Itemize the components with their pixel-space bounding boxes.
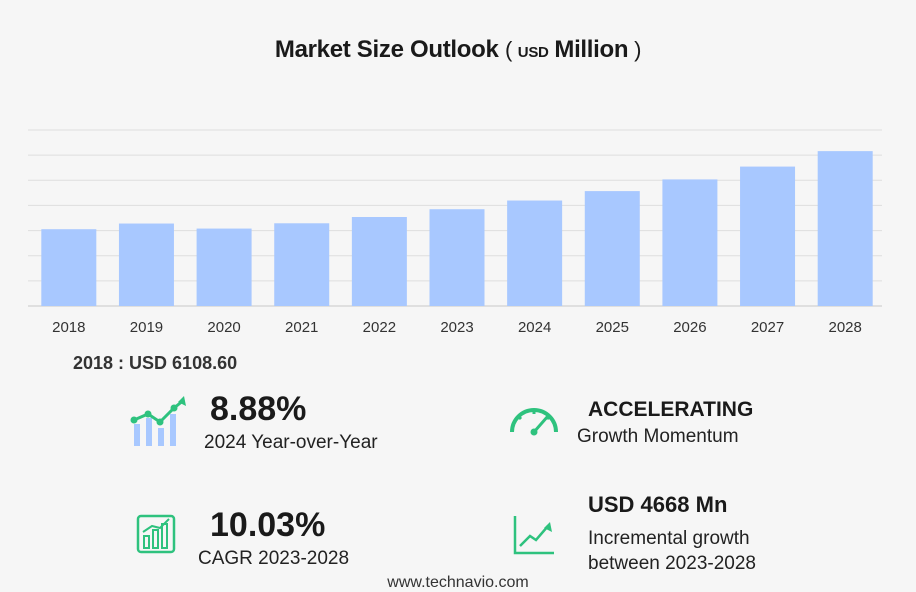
chart-title: Market Size Outlook ( USD Million ): [0, 36, 916, 64]
speedometer-icon: [510, 408, 558, 436]
bar-2028: [817, 151, 873, 306]
cagr-label: CAGR 2023-2028: [198, 548, 350, 569]
x-tick-label-2023: 2023: [440, 319, 473, 336]
bar-2026: [662, 179, 718, 306]
unit-label: ( USD Million ): [504, 36, 642, 63]
yoy-label-wrap: 2024 Year-over-Year: [204, 432, 378, 454]
incremental-label-wrap: Incremental growth between 2023-2028: [588, 526, 756, 576]
x-tick-label-2028: 2028: [828, 319, 861, 336]
bar-2024: [507, 200, 563, 306]
momentum-stat: ACCELERATING: [588, 398, 753, 422]
x-tick-label-2027: 2027: [751, 319, 784, 336]
unit-scale: Million: [554, 36, 629, 63]
bar-2019: [118, 223, 174, 306]
bar-2020: [196, 228, 252, 306]
base-year-value: 2018 : USD 6108.60: [73, 353, 238, 373]
unit-currency: USD: [517, 44, 549, 61]
yoy-value: 8.88%: [210, 390, 307, 428]
x-tick-label-2020: 2020: [207, 319, 240, 336]
incremental-value: USD 4668 Mn: [588, 492, 728, 517]
yoy-label: 2024 Year-over-Year: [204, 432, 378, 453]
incremental-label-line2: between 2023-2028: [588, 553, 756, 574]
incremental-label-line1: Incremental growth: [588, 528, 750, 549]
bar-2027: [740, 166, 796, 306]
momentum-label: Growth Momentum: [577, 426, 739, 447]
bar-2022: [351, 216, 407, 306]
bar-chart-icon: [136, 514, 176, 554]
cagr-stat: 10.03%: [210, 508, 325, 542]
cagr-value: 10.03%: [210, 506, 326, 544]
unit-close: ): [634, 37, 642, 62]
x-tick-label-2024: 2024: [518, 319, 551, 336]
yoy-stat: 8.88%: [210, 392, 306, 426]
market-size-bar-chart: 2018 2019 2020 2021 2022 2023 2024 2025 2026 2027…: [28, 129, 882, 336]
source-footer: www.technavio.com: [387, 574, 529, 591]
x-tick-label-2025: 2025: [596, 319, 629, 336]
title-text: Market Size Outlook: [274, 36, 499, 63]
bar-2023: [429, 209, 485, 306]
bar-2021: [274, 223, 330, 306]
x-tick-label-2026: 2026: [673, 319, 706, 336]
cagr-label-wrap: CAGR 2023-2028: [198, 548, 349, 570]
trend-line-icon: [513, 516, 554, 555]
incremental-stat: USD 4668 Mn: [588, 492, 727, 518]
x-tick-label-2021: 2021: [285, 319, 318, 336]
bar-2025: [584, 191, 640, 306]
unit-open: (: [504, 37, 512, 62]
bar-2018: [41, 229, 97, 306]
x-tick-label-2018: 2018: [52, 319, 85, 336]
x-tick-label-2022: 2022: [363, 319, 396, 336]
momentum-label-wrap: Growth Momentum: [577, 426, 739, 448]
growth-chart-icon: [130, 396, 186, 446]
momentum-value: ACCELERATING: [588, 398, 754, 421]
x-tick-label-2019: 2019: [130, 319, 163, 336]
